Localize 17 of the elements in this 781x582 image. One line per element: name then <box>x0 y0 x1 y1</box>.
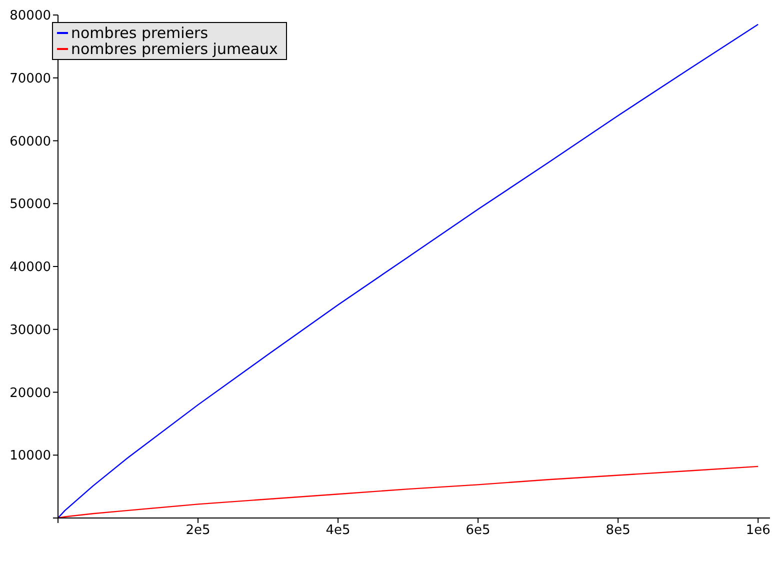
y-tick-label: 80000 <box>10 8 51 24</box>
line-series <box>58 466 759 518</box>
x-tick-label: 6e5 <box>466 523 490 538</box>
y-tick-label: 40000 <box>10 260 51 276</box>
legend-label: nombres premiers jumeaux <box>71 40 278 58</box>
x-tick-label: 2e5 <box>186 523 210 538</box>
y-tick-label: 60000 <box>10 134 51 150</box>
y-tick-label: 50000 <box>10 197 51 212</box>
legend-label: nombres premiers <box>71 24 208 42</box>
y-tick-label: 20000 <box>10 386 51 401</box>
y-tick-label: 70000 <box>10 71 51 86</box>
y-tick-label: 30000 <box>10 322 51 338</box>
x-tick-label: 1e6 <box>746 523 770 538</box>
x-tick-label: 4e5 <box>326 523 350 538</box>
x-tick-label: 8e5 <box>606 523 630 538</box>
y-tick-label: 10000 <box>10 448 51 464</box>
line-series <box>58 24 759 518</box>
